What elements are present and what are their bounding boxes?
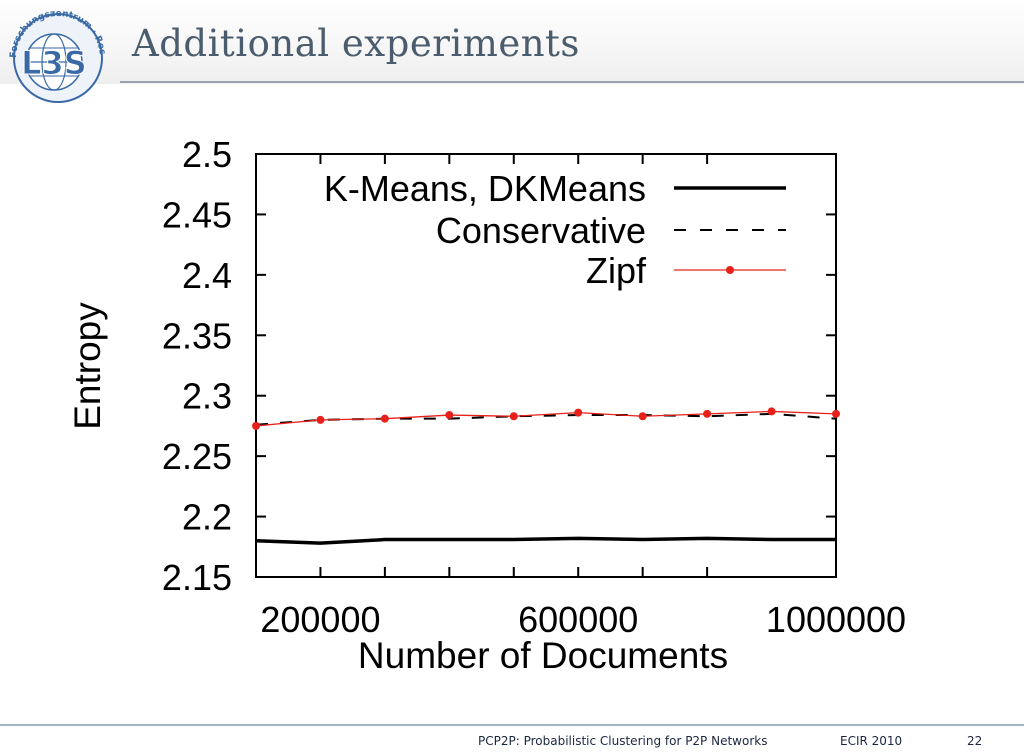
y-tick-label: 2.15 xyxy=(162,557,232,598)
series-point-zipf xyxy=(832,409,840,418)
entropy-chart: 2.15 2.2 2.25 2.3 2.35 2.4 2.45 2.5 200000 60000… xyxy=(0,100,1024,700)
legend-label: Zipf xyxy=(586,250,647,291)
y-tick-label: 2.25 xyxy=(162,436,232,477)
slide-header xyxy=(0,0,1024,84)
series-point-zipf xyxy=(316,415,325,424)
series-point-zipf xyxy=(703,409,712,418)
y-tick-label: 2.4 xyxy=(182,255,232,296)
y-tick-labels: 2.15 2.2 2.25 2.3 2.35 2.4 2.45 2.5 xyxy=(162,134,232,598)
legend-swatch-point xyxy=(726,266,734,274)
series-point-zipf xyxy=(767,407,776,416)
header-divider xyxy=(120,81,1024,83)
y-tick-label: 2.3 xyxy=(182,376,232,417)
legend-label: K-Means, DKMeans xyxy=(324,168,646,209)
x-tick-label: 1000000 xyxy=(766,599,906,640)
footer-page-number: 22 xyxy=(967,734,983,748)
y-tick-label: 2.45 xyxy=(162,194,232,235)
x-tick-label: 200000 xyxy=(260,599,380,640)
axis-ticks xyxy=(256,153,836,578)
logo-wordmark: L3S xyxy=(21,44,87,82)
y-tick-label: 2.5 xyxy=(182,134,232,175)
series-point-zipf xyxy=(509,412,518,421)
l3s-logo: Forschungszentrum · Research Center L3S xyxy=(2,2,107,103)
series-point-zipf xyxy=(445,411,454,420)
x-tick-labels: 200000 600000 1000000 xyxy=(260,599,906,640)
series-layer xyxy=(252,407,840,545)
y-tick-label: 2.35 xyxy=(162,315,232,356)
series-point-zipf xyxy=(380,414,389,423)
series-point-zipf xyxy=(574,408,583,417)
slide-title: Additional experiments xyxy=(132,22,580,65)
footer-divider xyxy=(0,724,1024,726)
x-axis-label: Number of Documents xyxy=(358,635,728,676)
plot-frame xyxy=(255,153,837,578)
series-line-zipf xyxy=(255,410,837,427)
y-axis-label: Entropy xyxy=(67,302,108,430)
series-line-k-means-dkmeans xyxy=(255,536,836,545)
footer-talk-title: PCP2P: Probabilistic Clustering for P2P … xyxy=(478,734,768,748)
series-point-zipf xyxy=(638,412,647,421)
y-tick-label: 2.2 xyxy=(182,497,232,538)
x-tick-label: 600000 xyxy=(518,599,638,640)
series-point-zipf xyxy=(252,421,260,430)
chart-svg: 2.15 2.2 2.25 2.3 2.35 2.4 2.45 2.5 200000 60000… xyxy=(67,134,906,676)
footer-conference: ECIR 2010 xyxy=(840,734,903,748)
legend-label: Conservative xyxy=(436,210,646,251)
